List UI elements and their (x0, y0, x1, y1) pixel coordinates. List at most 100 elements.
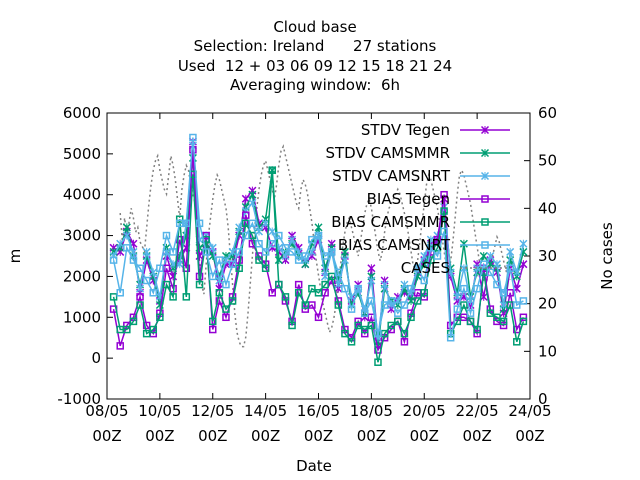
data-point (123, 244, 131, 252)
x-tick-label: 18/05 (350, 402, 393, 420)
y2-axis-label: No cases (598, 222, 616, 290)
y2-tick-label: 20 (538, 295, 557, 313)
data-point (453, 292, 462, 301)
y-tick-label: 4000 (63, 186, 101, 204)
data-point (367, 276, 376, 285)
data-point (142, 321, 151, 330)
legend-marker (480, 171, 490, 181)
data-point (433, 235, 442, 244)
data-point (519, 313, 528, 322)
data-point (215, 256, 224, 264)
data-point (136, 284, 145, 293)
data-point (175, 235, 184, 244)
y-tick-label: 3000 (63, 227, 101, 245)
data-point (492, 260, 501, 269)
data-point (209, 272, 217, 281)
data-point (459, 239, 468, 248)
y-tick-label: -1000 (57, 390, 101, 408)
data-point (308, 235, 316, 244)
series-bias-camsnrt (109, 133, 528, 342)
legend-label: CASES (401, 259, 450, 277)
y-tick-label: 0 (91, 349, 101, 367)
axes: -1000 0 1000 2000 3000 4000 5000 6000 0 10 20 30 40 5… (57, 104, 557, 445)
data-point (288, 321, 296, 330)
legend-entry: BIAS CAMSNRT (338, 236, 510, 254)
data-point (136, 301, 144, 309)
data-point (499, 321, 508, 330)
data-point (248, 190, 257, 199)
plot-frame (106, 112, 531, 400)
x-tick-label: 24/05 (508, 402, 551, 420)
data-point (215, 289, 224, 297)
x-tick-label: 08/05 (85, 402, 128, 420)
data-point (394, 317, 402, 326)
data-point (314, 223, 323, 232)
data-point (512, 268, 521, 277)
data-point (340, 247, 349, 256)
data-point (420, 276, 428, 285)
data-point (407, 313, 415, 322)
data-point (169, 248, 177, 256)
legend-entry: CASES (401, 259, 510, 277)
data-point (254, 227, 264, 236)
data-point (407, 284, 415, 293)
data-point (513, 301, 521, 309)
data-point (162, 280, 171, 289)
data-point (427, 244, 435, 252)
x-tick-label-time: 00Z (515, 427, 544, 445)
data-point (182, 293, 191, 301)
legend-label: BIAS Tegen (367, 190, 450, 208)
y2-tick-label: 60 (538, 104, 557, 122)
data-point (413, 264, 422, 273)
data-point (393, 296, 402, 305)
legend-entry: STDV Tegen (361, 121, 510, 139)
data-point (248, 219, 257, 228)
data-point (122, 223, 131, 232)
legend-marker (481, 195, 489, 203)
data-point (327, 248, 336, 256)
data-point (116, 342, 124, 350)
data-point (361, 329, 369, 338)
data-point (308, 284, 316, 293)
x-tick-label-time: 00Z (251, 427, 280, 445)
data-point (440, 227, 448, 236)
data-point (340, 256, 349, 265)
legend: STDV Tegen STDV CAMSMMR STDV CAMSNRT BIAS T… (325, 121, 510, 277)
data-point (175, 215, 184, 223)
data-point (361, 325, 369, 334)
data-point (255, 239, 263, 248)
data-point (189, 133, 197, 142)
data-point (420, 251, 429, 261)
data-point (307, 247, 316, 256)
data-point (255, 256, 263, 264)
data-point (116, 239, 125, 248)
data-point (354, 321, 362, 330)
data-point (367, 321, 376, 330)
data-point (222, 313, 230, 322)
data-point (321, 272, 330, 281)
data-point (301, 301, 310, 309)
x-tick-label-time: 00Z (92, 427, 121, 445)
legend-entry: STDV CAMSNRT (332, 167, 510, 185)
data-point (242, 231, 250, 240)
legend-label: BIAS CAMSNRT (338, 236, 451, 254)
data-point (354, 317, 362, 326)
series-line (112, 170, 525, 363)
data-point (142, 247, 151, 256)
data-point (221, 256, 230, 265)
data-point (261, 248, 270, 256)
data-point (493, 280, 501, 289)
data-point (209, 317, 217, 326)
data-point (506, 264, 514, 273)
data-point (341, 329, 349, 338)
data-point (334, 301, 343, 309)
data-point (261, 264, 270, 273)
data-point (268, 239, 276, 248)
data-point (499, 289, 508, 297)
legend-label: BIAS CAMSMMR (331, 213, 450, 231)
data-point (202, 231, 210, 240)
legend-label: STDV Tegen (361, 121, 450, 139)
data-point (162, 231, 171, 240)
data-point (347, 338, 356, 346)
data-point (208, 243, 217, 252)
